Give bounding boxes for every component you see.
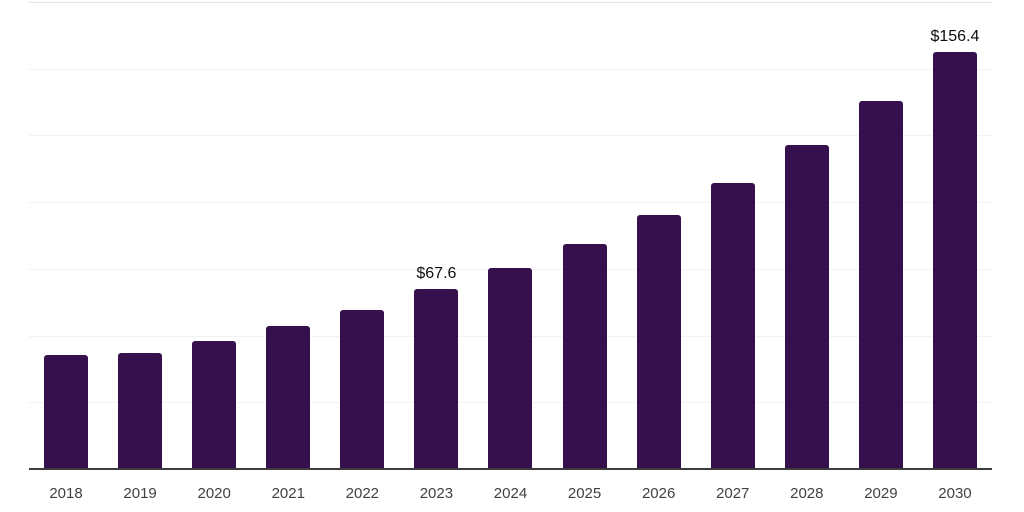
y-gridline bbox=[29, 135, 992, 137]
y-gridline bbox=[29, 202, 992, 204]
x-axis-line bbox=[29, 468, 992, 470]
x-axis-label-2020: 2020 bbox=[197, 485, 231, 502]
bar-group-2028 bbox=[770, 2, 844, 469]
bar-2026 bbox=[636, 215, 681, 469]
bar-group-2021 bbox=[251, 2, 325, 469]
x-axis-label-2027: 2027 bbox=[716, 485, 750, 502]
bar-group-2029 bbox=[844, 2, 918, 469]
y-gridline bbox=[29, 68, 992, 70]
bar-group-2019 bbox=[103, 2, 177, 469]
bar-2025 bbox=[562, 244, 607, 469]
x-axis-label-2021: 2021 bbox=[271, 485, 305, 502]
x-axis-labels: 2018 2019 2020 2021 2022 2023 2024 2025 2026 2027… bbox=[29, 471, 992, 511]
bar-group-2030: $156.4 bbox=[918, 2, 992, 469]
x-axis-label-2029: 2029 bbox=[864, 485, 898, 502]
bar-group-2018 bbox=[29, 2, 103, 469]
x-axis-label-2030: 2030 bbox=[938, 485, 972, 502]
bar-group-2024 bbox=[473, 2, 547, 469]
x-axis-label-2025: 2025 bbox=[567, 485, 602, 502]
y-gridline bbox=[29, 2, 992, 3]
bar-group-2025 bbox=[548, 2, 622, 469]
bar-2023 bbox=[414, 289, 459, 469]
x-axis-label-2024: 2024 bbox=[493, 485, 528, 502]
bar-2024 bbox=[488, 268, 533, 469]
bar-2022 bbox=[340, 310, 385, 469]
bar-2029 bbox=[858, 101, 903, 469]
x-axis-label-2019: 2019 bbox=[123, 485, 157, 502]
bar-group-2023: $67.6 bbox=[399, 2, 473, 469]
bar-group-2022 bbox=[325, 2, 399, 469]
bar-2018 bbox=[44, 355, 89, 469]
bar-2021 bbox=[266, 326, 311, 469]
x-axis-label-2028: 2028 bbox=[790, 485, 824, 502]
x-axis-label-2018: 2018 bbox=[49, 485, 83, 502]
bar-2027 bbox=[710, 183, 755, 469]
bar-group-2020 bbox=[177, 2, 251, 469]
plot-area: $67.6 $156.4 bbox=[29, 2, 992, 470]
x-axis-label-2023: 2023 bbox=[419, 485, 454, 502]
bar-value-label-2023: $67.6 bbox=[416, 265, 457, 282]
x-axis-label-2022: 2022 bbox=[345, 485, 380, 502]
bar-value-label-2030: $156.4 bbox=[930, 28, 980, 45]
bar-group-2027 bbox=[696, 2, 770, 469]
x-axis-label-2026: 2026 bbox=[641, 485, 676, 502]
bar-2019 bbox=[118, 353, 163, 469]
bar-2020 bbox=[192, 341, 237, 469]
bar-2028 bbox=[784, 145, 829, 469]
bar-group-2026 bbox=[622, 2, 696, 469]
bar-2030 bbox=[932, 52, 977, 469]
